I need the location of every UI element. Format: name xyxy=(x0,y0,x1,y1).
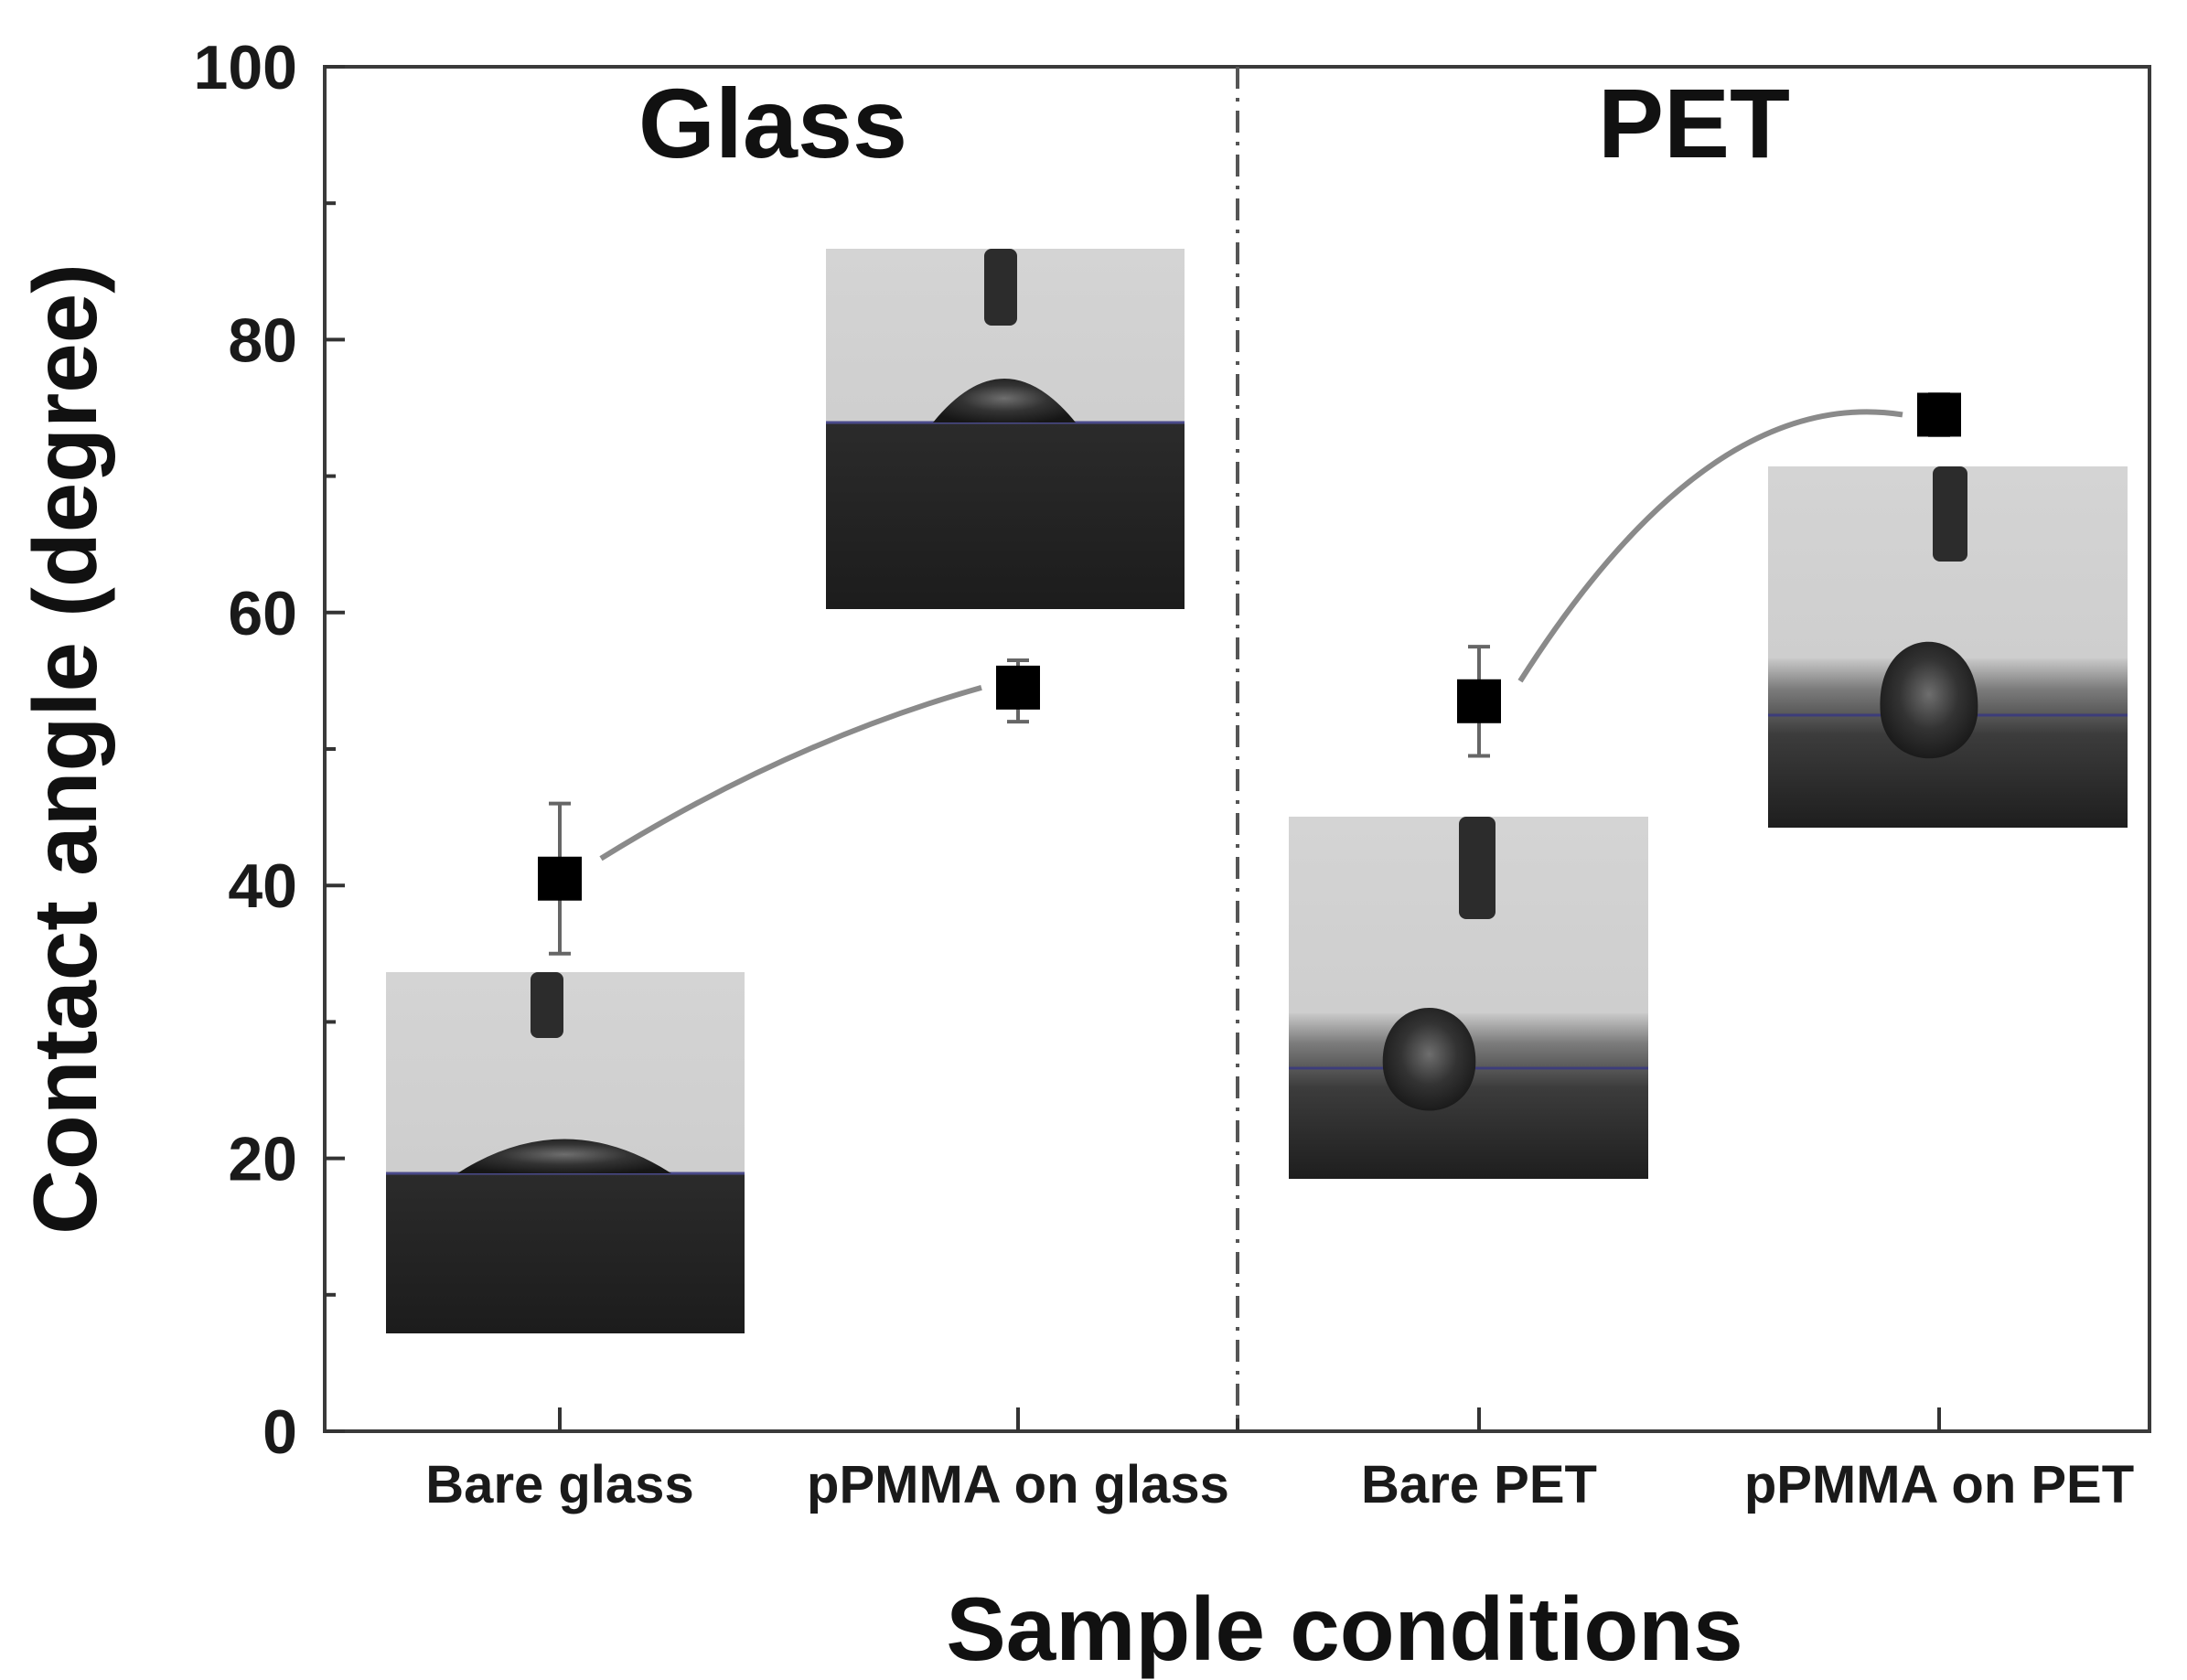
data-point xyxy=(996,665,1040,710)
data-point xyxy=(1457,679,1501,723)
data-point xyxy=(538,856,582,901)
x-tick-label: pPMMA on glass xyxy=(807,1455,1229,1514)
connector-line xyxy=(599,684,982,861)
x-axis-title: Sample conditions xyxy=(946,1578,1742,1679)
y-tick-label: 60 xyxy=(228,579,297,648)
panel-title-glass: Glass xyxy=(638,68,907,178)
y-tick-label: 20 xyxy=(228,1125,297,1194)
y-tick-label: 100 xyxy=(194,33,297,102)
y-tick-label: 0 xyxy=(263,1397,297,1467)
x-tick-label: Bare PET xyxy=(1361,1455,1597,1514)
connector-line xyxy=(1517,409,1903,683)
droplet-inset-bare-pet xyxy=(1289,817,1648,1179)
panel-title-pet: PET xyxy=(1598,68,1790,178)
droplet-inset-pmma-pet xyxy=(1768,466,2128,828)
x-tick-label: pPMMA on PET xyxy=(1744,1455,2134,1514)
droplet-inset-pmma-glass xyxy=(826,249,1185,609)
data-point xyxy=(1917,392,1961,437)
y-axis-title: Contact angle (degree) xyxy=(15,263,115,1235)
y-tick-label: 80 xyxy=(228,305,297,375)
y-tick-label: 40 xyxy=(228,851,297,921)
x-tick-label: Bare glass xyxy=(425,1455,693,1514)
droplet-inset-bare-glass xyxy=(386,972,745,1333)
